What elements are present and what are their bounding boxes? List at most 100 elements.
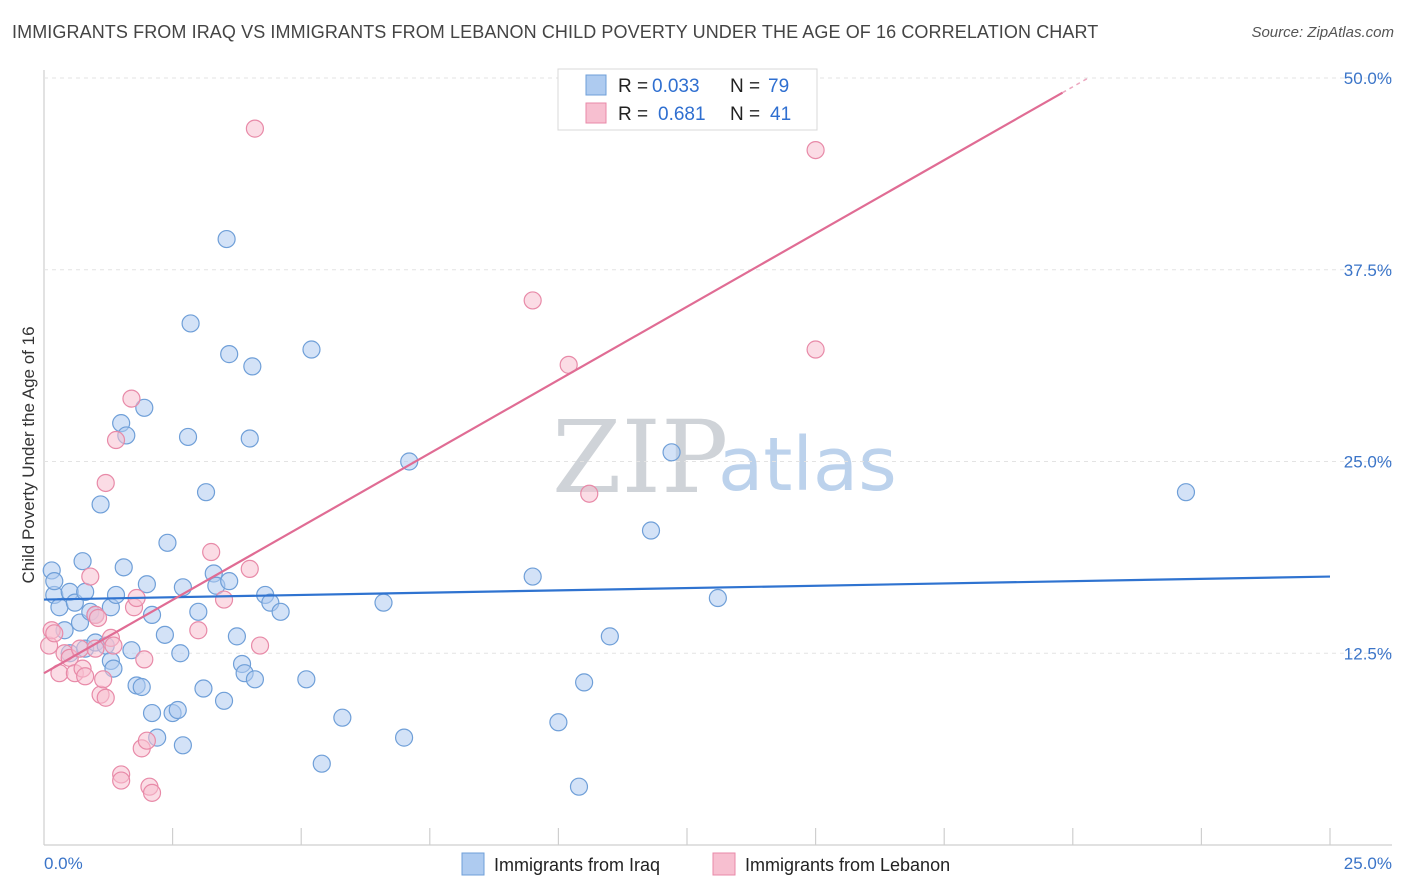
bottom-legend: Immigrants from Iraq Immigrants from Leb…	[461, 852, 950, 876]
iraq-point	[227, 627, 246, 646]
iraq-point	[374, 593, 393, 612]
lebanon-point	[106, 430, 126, 450]
iraq-point	[312, 754, 331, 773]
iraq-point	[194, 679, 213, 698]
legend-n-value-lebanon: 41	[770, 104, 791, 125]
iraq-point	[135, 398, 154, 417]
iraq-point	[158, 533, 177, 552]
iraq-point	[142, 605, 162, 625]
iraq-point	[641, 521, 661, 540]
y-tick-label: 12.5%	[1344, 644, 1392, 663]
series-iraq-points	[42, 229, 1196, 796]
chart-title: IMMIGRANTS FROM IRAQ VS IMMIGRANTS FROM …	[12, 22, 1099, 42]
iraq-point	[302, 340, 321, 359]
watermark-zip: ZIP	[552, 399, 728, 516]
lebanon-point	[580, 484, 599, 503]
iraq-point	[132, 677, 151, 697]
lebanon-point	[214, 590, 234, 609]
iraq-point	[178, 427, 198, 447]
lebanon-point	[96, 688, 115, 707]
bottom-legend-label-lebanon: Immigrants from Lebanon	[745, 855, 950, 875]
iraq-point	[220, 345, 239, 364]
iraq-point	[50, 598, 69, 617]
iraq-point	[171, 644, 190, 663]
lebanon-point	[240, 559, 259, 578]
trendline-lebanon	[43, 91, 1064, 675]
iraq-point	[333, 708, 352, 727]
iraq-point	[662, 443, 681, 462]
iraq-point	[243, 357, 262, 376]
lebanon-point	[104, 636, 123, 655]
iraq-point	[214, 691, 234, 710]
iraq-point	[245, 670, 265, 689]
iraq-point	[575, 673, 594, 692]
iraq-point	[220, 572, 239, 591]
lebanon-point	[112, 771, 131, 790]
lebanon-point	[523, 291, 542, 310]
iraq-point	[168, 700, 187, 720]
iraq-point	[600, 627, 619, 646]
iraq-point	[114, 558, 133, 577]
iraq-point	[569, 777, 589, 796]
lebanon-point	[245, 119, 265, 138]
lebanon-point	[96, 473, 115, 493]
lebanon-point	[135, 650, 154, 669]
iraq-point	[400, 452, 419, 471]
bottom-legend-swatch-lebanon	[712, 852, 736, 876]
legend-r-value-lebanon: 0.681	[658, 104, 706, 125]
lebanon-point	[806, 340, 825, 359]
legend-r-label-iraq: R =	[618, 76, 648, 97]
watermark-atlas: atlas	[718, 422, 897, 508]
iraq-point	[173, 736, 192, 755]
lebanon-point	[94, 670, 113, 689]
iraq-point	[523, 567, 542, 586]
lebanon-point	[81, 567, 100, 586]
source-credit: Source: ZipAtlas.com	[1251, 24, 1394, 41]
series-lebanon-points	[40, 119, 825, 802]
iraq-point	[1176, 483, 1196, 502]
legend-swatch-lebanon	[585, 102, 607, 124]
lebanon-point	[250, 636, 270, 655]
lebanon-point	[189, 621, 208, 640]
iraq-point	[73, 552, 92, 571]
bottom-legend-swatch-iraq	[461, 852, 485, 876]
y-tick-label: 50.0%	[1344, 69, 1392, 88]
legend-n-value-iraq: 79	[768, 76, 789, 97]
lebanon-point	[88, 608, 108, 628]
y-tick-label: 25.0%	[1344, 453, 1392, 472]
x-tick-label-min: 0.0%	[44, 854, 83, 873]
lebanon-point	[142, 783, 162, 802]
lebanon-point	[122, 389, 141, 408]
legend-swatch-iraq	[585, 74, 607, 96]
x-tick-label-max: 25.0%	[1344, 854, 1392, 873]
lebanon-point	[45, 624, 64, 643]
lebanon-point	[76, 667, 95, 686]
iraq-point	[708, 588, 727, 608]
legend-r-label-lebanon: R =	[618, 104, 648, 125]
iraq-point	[142, 703, 162, 723]
iraq-point	[155, 625, 174, 644]
iraq-point	[91, 495, 110, 514]
lebanon-point	[806, 140, 825, 160]
legend-n-label-lebanon: N =	[730, 104, 760, 125]
y-axis-label: Child Poverty Under the Age of 16	[19, 326, 38, 583]
bottom-legend-label-iraq: Immigrants from Iraq	[494, 855, 660, 875]
iraq-point	[297, 670, 316, 689]
y-tick-label: 37.5%	[1344, 261, 1392, 280]
legend-n-label-iraq: N =	[730, 76, 760, 97]
lebanon-point	[202, 542, 221, 562]
iraq-point	[189, 602, 208, 621]
iraq-point	[394, 728, 414, 747]
iraq-point	[217, 229, 236, 249]
lebanon-point	[137, 731, 156, 750]
iraq-point	[45, 572, 64, 591]
legend: R = 0.033 N = 79 R = 0.681 N = 41	[557, 68, 818, 131]
iraq-point	[181, 314, 200, 333]
iraq-point	[106, 585, 126, 605]
legend-r-value-iraq: 0.033	[652, 76, 700, 97]
iraq-point	[196, 483, 216, 502]
iraq-point	[240, 429, 259, 448]
iraq-point	[137, 575, 156, 594]
iraq-point	[122, 641, 141, 660]
